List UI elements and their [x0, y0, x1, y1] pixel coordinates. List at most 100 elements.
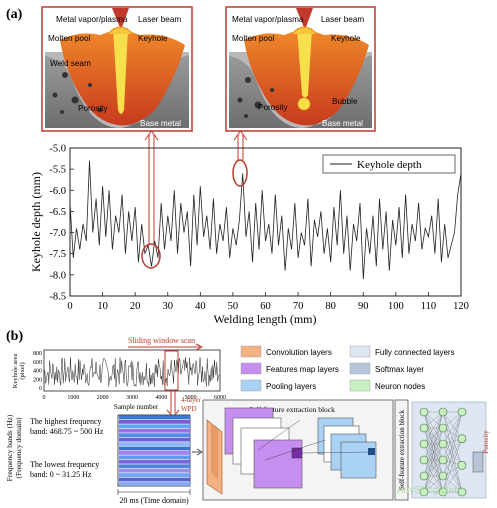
y-tick-label: -8.5 [49, 292, 66, 303]
x-tick-label: 80 [325, 301, 336, 312]
x-tick-label: 60 [260, 301, 271, 312]
signal-y-tick-label: 800 [33, 351, 42, 357]
signal-x-tick-label: 5000 [185, 395, 197, 401]
neuron-node [438, 487, 448, 497]
signal-x-tick-label: 2000 [97, 395, 109, 401]
label-base-metal: Base metal [322, 119, 363, 128]
highlight-ellipse-left [141, 243, 161, 269]
watermark: AnyS***g.com [397, 485, 460, 496]
frequency-band [119, 451, 190, 455]
label-porosity: Porosity [78, 104, 108, 113]
x-tick-label: 100 [388, 301, 404, 312]
signal-y-tick-label: 400 [33, 369, 42, 375]
inset-left: Metal vapor/plasma Molten pool Laser bea… [41, 6, 193, 132]
label-metal-vapor: Metal vapor/plasma [56, 15, 128, 24]
signal-y-tick-label: 200 [33, 377, 42, 383]
neuron-node [457, 407, 467, 417]
inset-right: Metal vapor/plasma Molten pool Laser bea… [225, 6, 376, 132]
y-tick-label: -5.0 [49, 144, 66, 155]
x-tick-label: 30 [163, 301, 174, 312]
signal-x-tick-label: 3000 [126, 395, 138, 401]
y-tick-label: -7.0 [49, 228, 66, 239]
x-tick-label: 40 [195, 301, 206, 312]
neuron-connection [423, 459, 444, 493]
neuron-node [438, 455, 448, 465]
lowest-band-2: band: 0 ~ 31.25 Hz [30, 470, 92, 479]
frequency-band [119, 419, 190, 424]
neuron-connection [423, 411, 444, 445]
neuron-node [457, 487, 467, 497]
neuron-node [419, 423, 429, 433]
lowest-band-1: The lowest frequency [30, 460, 99, 469]
signal-ylabel-1: Keyhole area [12, 354, 19, 389]
neuron-node [438, 471, 448, 481]
signal-y-tick-label: 0 [39, 386, 42, 392]
label-weld-seam: Weld seam [50, 59, 91, 68]
legend-swatch [349, 345, 371, 358]
frequency-band [119, 415, 190, 420]
cnn-legend: Convolution layers Fully connected layers… [240, 345, 455, 392]
signal-y-ticks: 800 600 400 200 0 [33, 351, 42, 392]
legend-swatch [349, 379, 371, 392]
x-tick-label: 0 [67, 301, 72, 312]
neuron-connection [423, 411, 444, 477]
x-tick-label: 50 [228, 301, 239, 312]
frequency-band [119, 477, 190, 482]
legend-label: Keyhole depth [357, 159, 422, 171]
keyhole-depth-chart: -5.0 -5.5 -6.0 -6.5 -7.0 -7.5 -8.0 -8.5 0 10 20 30… [29, 144, 469, 327]
frequency-band [119, 446, 190, 451]
y-tick-label: -6.5 [49, 207, 66, 218]
sliding-window [164, 350, 179, 391]
neuron-nodes [419, 407, 467, 497]
legend-item-label: Neuron nodes [375, 382, 425, 391]
feature-map-4 [253, 439, 303, 489]
neuron-connection [442, 427, 463, 466]
signal-x-tick-label: 4000 [155, 395, 167, 401]
bubble-icon [297, 97, 311, 111]
neuron-connection [442, 438, 463, 461]
frequency-band [119, 437, 190, 442]
signal-y-tick-label: 600 [33, 360, 42, 366]
output-porosity-label: Porosity [482, 430, 490, 454]
signal-x-ticks: 0 1000 2000 3000 4000 5000 6000 [43, 395, 227, 401]
neuron-node [419, 439, 429, 449]
x-tick-label: 70 [293, 301, 304, 312]
x-axis-ticks: 0 10 20 30 40 50 60 70 80 90 100 110 120 [67, 292, 469, 312]
pooling-3 [340, 441, 377, 479]
frequency-band [119, 428, 190, 433]
x-tick-label: 20 [130, 301, 141, 312]
neuron-connection [423, 427, 444, 493]
frequency-band [119, 433, 190, 438]
neuron-connection [442, 411, 463, 477]
neuron-node [419, 487, 429, 497]
legend-item-label: Pooling layers [266, 382, 316, 391]
neuron-node [438, 439, 448, 449]
signal-x-tick-label: 1000 [67, 395, 79, 401]
block-vertical-label: Self-feature extraction block [398, 409, 406, 490]
neuron-connection [442, 411, 463, 439]
neuron-node [457, 434, 467, 443]
freq-ylabel-2: (Frequency domain) [14, 417, 23, 479]
label-bubble: Bubble [332, 97, 358, 106]
signal-ylabel-2: (pixel) [19, 362, 26, 379]
signal-x-tick-label: 0 [43, 395, 46, 401]
signal-x-tick-label: 6000 [214, 395, 226, 401]
band-stripes [119, 415, 190, 486]
neuron-node [438, 407, 448, 417]
frequency-band [119, 442, 190, 446]
y-axis-label: Keyhole depth (mm) [29, 172, 43, 272]
label-molten-pool: Molten pool [232, 34, 275, 43]
softmax-layer [472, 451, 484, 473]
wpd-label-1: 4-layer [181, 396, 201, 404]
wpd-label-2: WPD [181, 405, 197, 413]
time-domain-label: 20 ms (Time domain) [119, 496, 189, 505]
signal-xlabel: Sample number [114, 403, 159, 411]
neuron-connection [442, 443, 463, 466]
legend-swatch [240, 345, 262, 358]
laser-beam-icon [296, 8, 313, 30]
legend-item-label: Softmax layer [375, 365, 424, 374]
cnn-architecture: Self-feature extraction block Self-featu… [202, 399, 490, 501]
x-tick-label: 110 [421, 301, 436, 312]
label-keyhole: Keyhole [138, 34, 168, 43]
frequency-band [119, 468, 190, 473]
